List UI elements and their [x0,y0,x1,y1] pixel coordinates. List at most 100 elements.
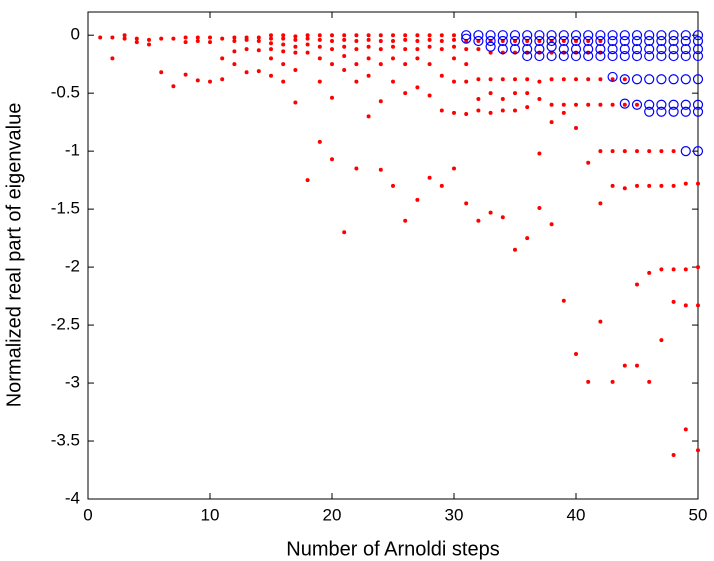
y-tick-label: -0.5 [51,83,80,102]
dot-marker [342,54,347,59]
dot-marker [427,175,432,180]
dot-marker [610,102,615,107]
dot-marker [574,352,578,357]
dot-marker [110,56,115,61]
dot-marker [256,48,261,53]
dot-marker [696,181,700,186]
dot-marker [281,49,286,54]
circle-marker [595,44,606,55]
dot-marker [537,151,542,156]
dot-marker [330,95,334,100]
dot-marker [671,299,676,304]
dot-marker [415,197,420,202]
dot-marker [366,33,371,38]
dot-marker [354,33,359,38]
dot-marker [513,91,517,96]
circle-marker [668,35,679,47]
dot-marker [464,112,469,117]
dot-marker [391,56,395,61]
dot-marker [659,149,664,154]
circle-marker [631,99,643,110]
dot-marker [232,35,237,40]
circle-marker [680,74,691,85]
dot-marker [610,77,615,82]
circle-marker [607,71,618,83]
dot-marker [269,33,273,38]
x-tick-label: 30 [445,505,464,524]
circle-marker [522,35,533,47]
dot-marker [525,91,530,96]
dot-marker [330,38,334,43]
circle-marker [692,74,704,85]
circle-marker [595,30,606,41]
dot-marker [537,205,542,210]
dot-marker [354,47,359,52]
dot-marker [122,33,127,38]
circle-marker [644,74,655,85]
dot-marker [159,36,164,41]
circle-marker [656,44,667,55]
dot-marker [195,35,200,40]
dot-marker [647,270,652,275]
dot-marker [464,62,469,67]
dot-marker [427,93,432,98]
circle-marker [680,50,691,62]
circle-marker [461,33,472,44]
dot-marker [549,77,554,82]
dot-marker [635,282,639,287]
dot-marker [391,44,395,49]
circle-marker [644,35,655,47]
y-tick-label: -4 [65,488,80,507]
circle-marker [570,50,582,62]
dot-marker [147,42,151,47]
dot-marker [366,114,371,119]
dot-marker [293,34,298,39]
dot-marker [342,44,347,49]
dot-marker [122,36,127,41]
circle-marker [583,30,594,41]
circle-marker [522,50,533,62]
dot-marker [305,36,310,41]
circle-marker [522,30,533,41]
dot-marker [586,77,591,82]
dot-marker [269,73,273,78]
dot-marker [281,79,286,84]
dot-marker [269,41,273,46]
dot-marker [561,110,566,115]
dot-marker [610,379,615,384]
circle-marker [619,35,630,47]
dot-marker [378,62,383,67]
dot-marker [342,67,347,72]
dot-marker [354,166,359,171]
dot-marker [330,33,334,38]
circle-marker [644,50,655,62]
dot-marker [403,91,408,96]
circle-marker [534,35,545,47]
dot-marker [305,50,310,55]
dot-marker [378,47,383,52]
dot-marker [366,44,371,49]
dot-marker [269,47,273,52]
dot-marker [586,160,591,165]
dot-marker [171,36,176,41]
dot-marker [281,33,286,38]
circle-marker [680,30,691,41]
dot-marker [415,38,420,43]
dot-marker [500,77,505,82]
dot-marker [244,37,249,42]
dot-marker [415,47,420,52]
dot-marker [439,108,444,113]
circle-marker [644,44,655,55]
circle-marker [656,30,667,41]
dot-marker [110,35,115,40]
dot-marker [183,72,188,77]
dot-marker [610,149,615,154]
dot-marker [452,79,456,84]
circle-marker [680,146,691,157]
dot-marker [366,37,371,42]
dot-marker [317,44,322,49]
dot-marker [513,247,517,252]
dot-marker [683,303,688,308]
y-tick-label: -1.5 [51,199,80,218]
circle-marker [656,50,667,62]
